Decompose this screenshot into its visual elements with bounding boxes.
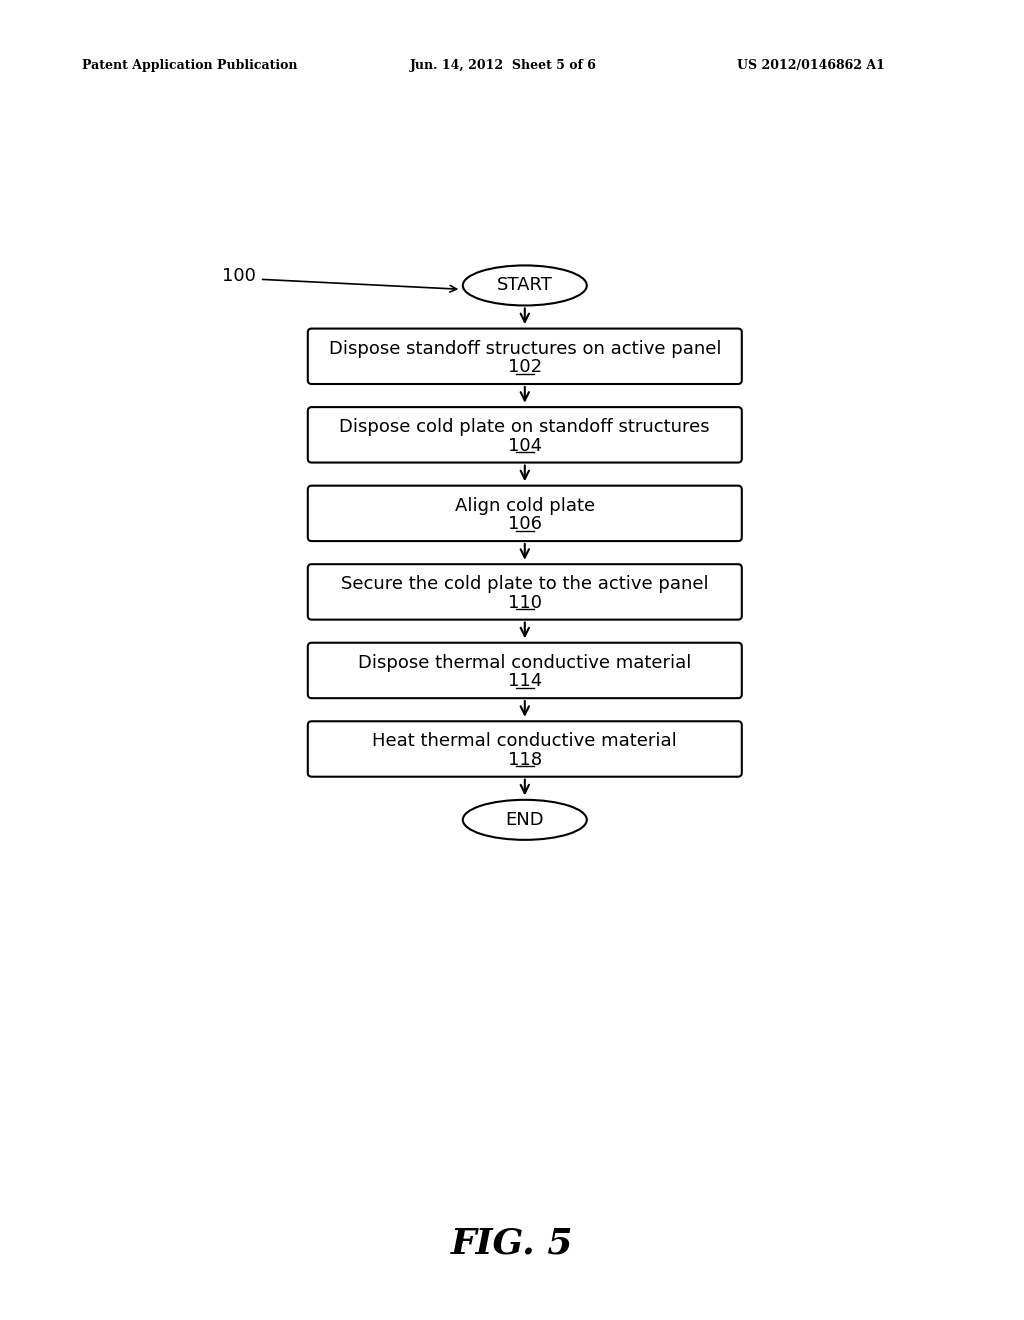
- Text: Secure the cold plate to the active panel: Secure the cold plate to the active pane…: [341, 576, 709, 593]
- Text: 110: 110: [508, 594, 542, 611]
- FancyBboxPatch shape: [308, 407, 741, 462]
- Text: Dispose thermal conductive material: Dispose thermal conductive material: [358, 653, 691, 672]
- FancyBboxPatch shape: [308, 486, 741, 541]
- FancyBboxPatch shape: [308, 564, 741, 619]
- Text: START: START: [497, 276, 553, 294]
- FancyBboxPatch shape: [308, 643, 741, 698]
- Text: 104: 104: [508, 437, 542, 454]
- Text: 118: 118: [508, 751, 542, 768]
- Text: 102: 102: [508, 358, 542, 376]
- Text: FIG. 5: FIG. 5: [451, 1226, 573, 1261]
- Ellipse shape: [463, 265, 587, 305]
- Ellipse shape: [463, 800, 587, 840]
- Text: Dispose standoff structures on active panel: Dispose standoff structures on active pa…: [329, 339, 721, 358]
- Text: Heat thermal conductive material: Heat thermal conductive material: [373, 733, 677, 750]
- Text: END: END: [506, 810, 544, 829]
- Text: Patent Application Publication: Patent Application Publication: [82, 59, 297, 73]
- FancyBboxPatch shape: [308, 329, 741, 384]
- Text: Jun. 14, 2012  Sheet 5 of 6: Jun. 14, 2012 Sheet 5 of 6: [410, 59, 596, 73]
- Text: 106: 106: [508, 515, 542, 533]
- Text: Dispose cold plate on standoff structures: Dispose cold plate on standoff structure…: [340, 418, 710, 436]
- Text: Align cold plate: Align cold plate: [455, 496, 595, 515]
- Text: 100: 100: [222, 267, 256, 285]
- Text: US 2012/0146862 A1: US 2012/0146862 A1: [737, 59, 885, 73]
- FancyBboxPatch shape: [308, 721, 741, 776]
- Text: 114: 114: [508, 672, 542, 690]
